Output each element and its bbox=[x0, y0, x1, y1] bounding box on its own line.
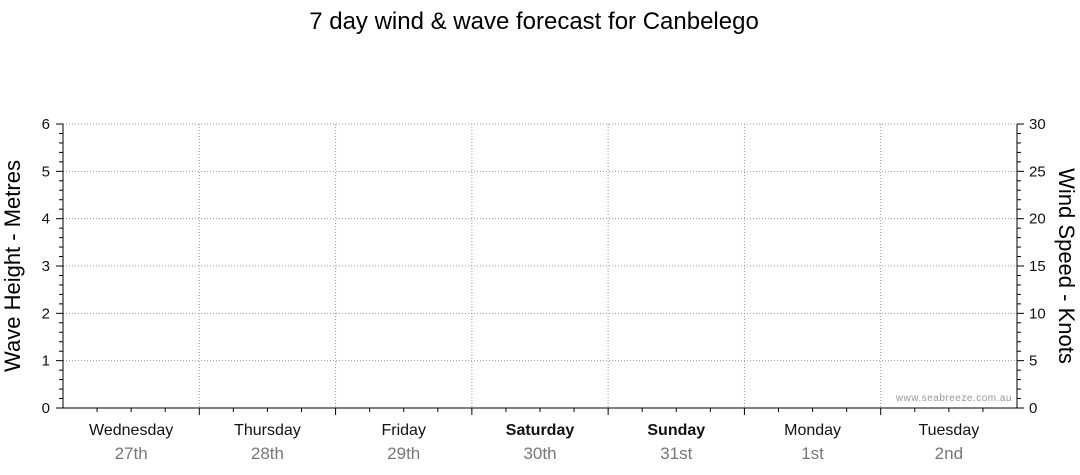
day-date-label: 1st bbox=[801, 444, 824, 463]
right-tick-label: 30 bbox=[1029, 116, 1046, 133]
right-tick-label: 20 bbox=[1029, 211, 1046, 228]
left-axis-ticks: 0 1 2 3 4 5 6 bbox=[42, 116, 63, 417]
day-name-label: Tuesday bbox=[918, 422, 979, 439]
day-labels: Wednesday 27th Thursday 28th Friday 29th Satur… bbox=[89, 422, 979, 463]
right-tick-label: 5 bbox=[1029, 353, 1037, 370]
day-date-label: 2nd bbox=[935, 444, 963, 463]
left-tick-label: 6 bbox=[42, 116, 50, 133]
left-tick-label: 1 bbox=[42, 353, 50, 370]
left-tick-label: 2 bbox=[42, 305, 50, 322]
day-date-label: 30th bbox=[523, 444, 556, 463]
right-tick-label: 0 bbox=[1029, 400, 1037, 417]
day-date-label: 27th bbox=[115, 444, 148, 463]
right-tick-label: 10 bbox=[1029, 305, 1046, 322]
right-axis-title: Wind Speed - Knots bbox=[1054, 168, 1079, 364]
day-date-label: 29th bbox=[387, 444, 420, 463]
axes bbox=[62, 124, 1018, 415]
left-tick-label: 5 bbox=[42, 163, 50, 180]
day-name-label: Friday bbox=[381, 422, 425, 439]
right-axis-ticks: 0 5 10 15 20 25 30 bbox=[1017, 116, 1046, 417]
grid bbox=[63, 123, 1017, 408]
day-date-label: 28th bbox=[251, 444, 284, 463]
left-tick-label: 3 bbox=[42, 258, 50, 275]
day-name-label: Thursday bbox=[234, 422, 301, 439]
left-axis-title: Wave Height - Metres bbox=[0, 160, 25, 372]
day-date-label: 31st bbox=[660, 444, 692, 463]
day-name-label: Monday bbox=[784, 422, 841, 439]
left-tick-label: 4 bbox=[42, 211, 50, 228]
day-name-label: Saturday bbox=[506, 422, 575, 439]
day-name-label: Sunday bbox=[647, 422, 705, 439]
right-tick-label: 25 bbox=[1029, 163, 1046, 180]
left-tick-label: 0 bbox=[42, 400, 50, 417]
day-name-label: Wednesday bbox=[89, 422, 173, 439]
right-tick-label: 15 bbox=[1029, 258, 1046, 275]
chart-title: 7 day wind & wave forecast for Canbelego bbox=[309, 8, 759, 35]
credit-label: www.seabreeze.com.au bbox=[895, 393, 1012, 404]
